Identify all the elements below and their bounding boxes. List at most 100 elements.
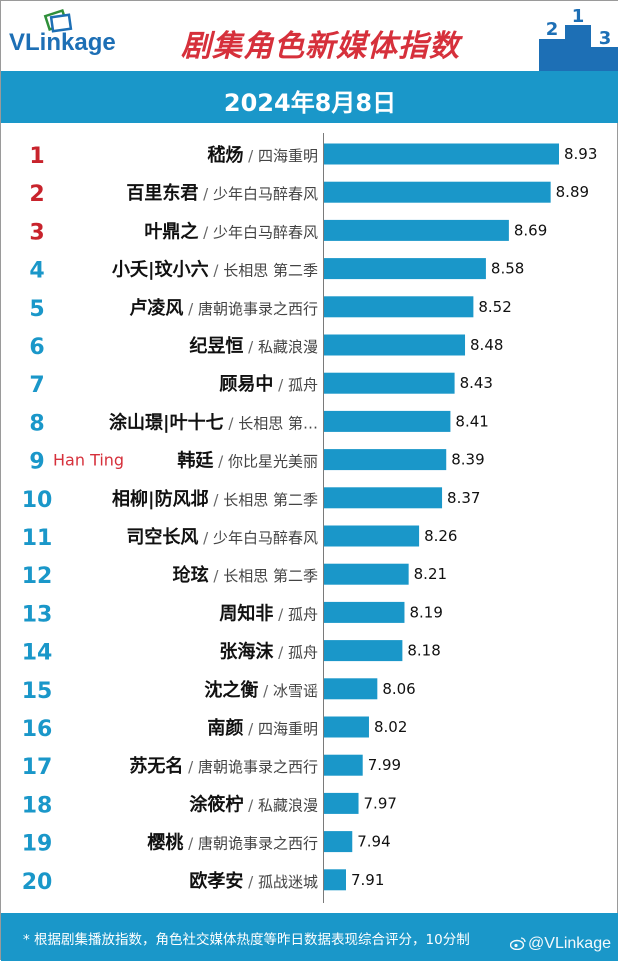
row-label: 卢凌风 / 唐朝诡事录之西行: [129, 297, 318, 319]
bar-value-label: 8.48: [470, 336, 503, 354]
ranking-bar-chart: 8.93 1 嵇炀 / 四海重明 8.89 2 百里东君 / 少年白马醉春风 8.69 3 叶鼎…: [22, 143, 597, 895]
bar: [324, 410, 451, 432]
svg-text:1: 1: [572, 9, 585, 27]
row-label: 司空长风 / 少年白马醉春风: [126, 526, 318, 548]
label-separator: /: [258, 682, 273, 700]
bar-value-label: 8.02: [374, 718, 407, 736]
bar-value-label: 8.89: [556, 183, 589, 201]
bar: [324, 258, 486, 280]
rank-number: 6: [29, 335, 44, 360]
label-separator: /: [198, 223, 213, 241]
row-label: 涂山璟|叶十七 / 长相思 第…: [109, 411, 318, 433]
label-separator: /: [224, 414, 239, 432]
character-name: 苏无名: [129, 755, 183, 777]
row-label: 周知非 / 孤舟: [219, 602, 318, 624]
rank-number: 4: [29, 259, 44, 284]
character-name: 欧孝安: [189, 870, 243, 892]
rank-number: 9: [29, 450, 44, 475]
bar: [324, 334, 466, 356]
weibo-watermark: @VLinkage: [510, 935, 611, 953]
row-label: 樱桃 / 唐朝诡事录之西行: [147, 832, 318, 854]
logo-text: VLinkage: [9, 29, 116, 57]
drama-title: 少年白马醉春风: [213, 529, 318, 547]
drama-title: 长相思 第二季: [223, 567, 318, 585]
footer: * 根据剧集播放指数，角色社交媒体热度等昨日数据表现综合评分，10分制 @VLi…: [1, 913, 618, 961]
bar: [324, 525, 420, 547]
rank-number: 18: [22, 793, 53, 818]
label-separator: /: [209, 262, 224, 280]
bar: [324, 181, 551, 203]
drama-title: 唐朝诡事录之西行: [198, 300, 318, 318]
drama-title: 四海重明: [258, 720, 318, 738]
bar-value-label: 7.99: [368, 756, 401, 774]
annotation-label: Han Ting: [53, 451, 124, 470]
rank-number: 2: [29, 182, 44, 207]
bar-value-label: 8.43: [460, 374, 493, 392]
bar: [324, 219, 509, 241]
bar: [324, 143, 559, 165]
bar-value-label: 7.91: [351, 871, 384, 889]
character-name: 小夭|玟小六: [112, 259, 209, 281]
bar-value-label: 8.18: [407, 642, 440, 660]
bar-value-label: 8.41: [455, 412, 488, 430]
bar-value-label: 8.52: [478, 298, 511, 316]
row-label: 嵇炀 / 四海重明: [207, 144, 318, 166]
label-separator: /: [213, 453, 228, 471]
label-separator: /: [183, 300, 198, 318]
row-label: 沈之衡 / 冰雪谣: [204, 679, 318, 701]
drama-title: 少年白马醉春风: [213, 185, 318, 203]
row-label: 百里东君 / 少年白马醉春风: [126, 182, 318, 204]
row-label: 南颜 / 四海重明: [207, 717, 318, 739]
label-separator: /: [273, 376, 288, 394]
row-label: 苏无名 / 唐朝诡事录之西行: [129, 755, 318, 777]
character-name: 南颜: [207, 717, 243, 739]
drama-title: 孤舟: [288, 644, 318, 662]
character-name: 叶鼎之: [144, 220, 198, 242]
drama-title: 长相思 第二季: [223, 491, 318, 509]
label-separator: /: [183, 835, 198, 853]
row-label: 叶鼎之 / 少年白马醉春风: [144, 220, 318, 242]
logo-mark-icon: [43, 9, 73, 33]
bar: [324, 792, 359, 814]
character-name: 司空长风: [126, 526, 198, 548]
bar-value-label: 7.94: [357, 833, 390, 851]
character-name: 玱玹: [173, 564, 209, 586]
vlinkage-logo: VLinkage: [9, 9, 149, 61]
watermark-text: @VLinkage: [528, 935, 611, 952]
bar: [324, 296, 474, 318]
bar-value-label: 8.37: [447, 489, 480, 507]
bar-value-label: 7.97: [364, 794, 397, 812]
weibo-icon: [510, 937, 526, 950]
row-label: 玱玹 / 长相思 第二季: [173, 564, 318, 586]
rank-number: 19: [22, 832, 53, 857]
bar: [324, 678, 378, 700]
rank-number: 8: [29, 411, 44, 436]
drama-title: 长相思 第…: [238, 414, 318, 432]
drama-title: 四海重明: [258, 147, 318, 165]
bar: [324, 372, 455, 394]
drama-title: 少年白马醉春风: [213, 223, 318, 241]
row-label: 涂筱柠 / 私藏浪漫: [189, 793, 318, 815]
rank-number: 7: [29, 373, 44, 398]
character-name: 张海沫: [219, 641, 274, 663]
footnote: * 根据剧集播放指数，角色社交媒体热度等昨日数据表现综合评分，10分制: [23, 932, 470, 948]
bar: [324, 869, 346, 891]
bar: [324, 754, 363, 776]
character-name: 涂筱柠: [189, 793, 243, 815]
character-name: 嵇炀: [207, 144, 243, 166]
bar-value-label: 8.19: [409, 603, 442, 621]
character-name: 韩廷: [177, 450, 214, 472]
rank-number: 15: [22, 679, 53, 704]
svg-text:3: 3: [599, 28, 612, 49]
character-name: 顾易中: [219, 373, 273, 395]
drama-title: 孤舟: [288, 605, 318, 623]
drama-title: 私藏浪漫: [258, 796, 318, 814]
svg-text:2: 2: [546, 19, 559, 40]
drama-title: 长相思 第二季: [223, 262, 318, 280]
character-name: 百里东君: [126, 182, 198, 204]
bar: [324, 487, 443, 509]
label-separator: /: [243, 147, 258, 165]
rank-number: 17: [22, 755, 53, 780]
drama-title: 私藏浪漫: [258, 338, 318, 356]
